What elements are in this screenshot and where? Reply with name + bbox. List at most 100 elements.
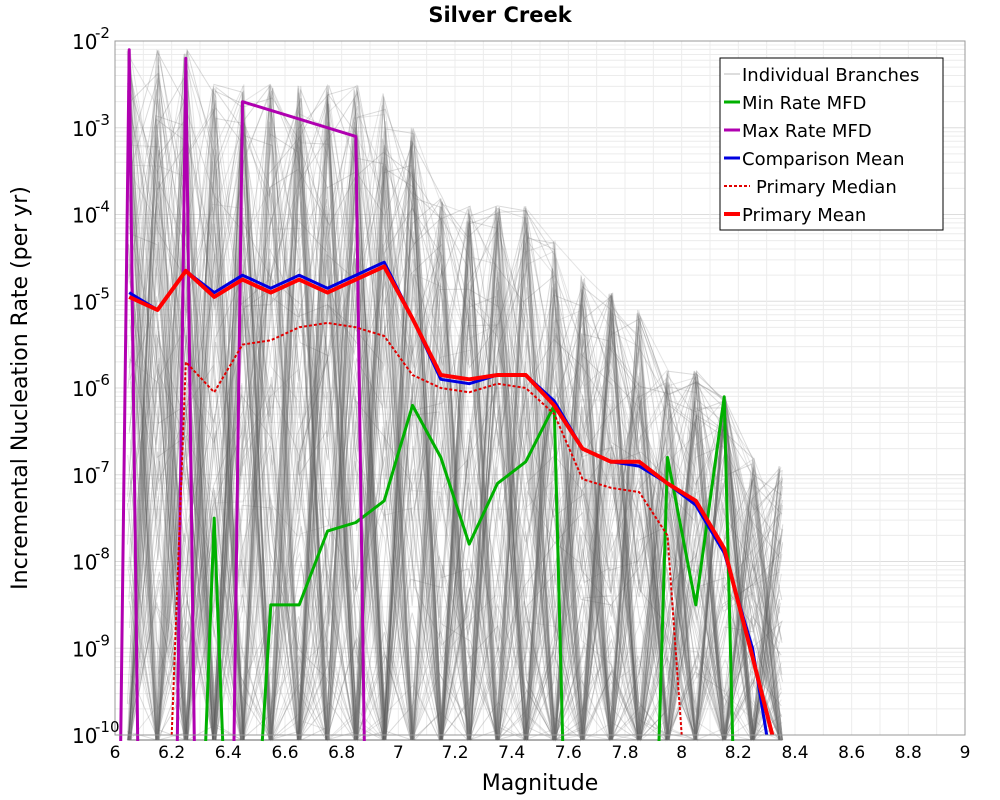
branch-line	[129, 72, 783, 741]
branch-line	[127, 117, 783, 741]
legend-entry: Max Rate MFD	[724, 121, 872, 142]
y-tick-exponent: -3	[95, 111, 110, 129]
branch-line	[129, 142, 780, 741]
legend-label: Max Rate MFD	[742, 121, 872, 142]
branch-line	[127, 62, 781, 741]
branch-line	[128, 105, 781, 742]
branch-line	[128, 156, 781, 742]
branch-line	[128, 249, 780, 741]
branch-line	[128, 101, 780, 741]
branch-line	[126, 105, 782, 742]
branch-line	[128, 53, 781, 741]
y-tick-base: 10	[72, 30, 97, 54]
branch-line	[127, 131, 783, 741]
y-tick-exponent: -5	[95, 284, 110, 302]
x-tick-label: 7.2	[441, 743, 468, 763]
y-tick-base: 10	[72, 724, 97, 748]
branch-line	[129, 133, 782, 742]
branch-line	[130, 99, 783, 742]
y-tick-base: 10	[72, 117, 97, 141]
branch-line	[128, 107, 782, 741]
branch-line	[130, 110, 783, 741]
branch-line	[129, 85, 780, 741]
branch-line	[130, 101, 784, 742]
x-tick-label: 6.8	[328, 743, 355, 763]
branch-line	[126, 83, 784, 741]
y-tick-base: 10	[72, 204, 97, 228]
branch-line	[129, 264, 782, 741]
branch-line	[128, 149, 782, 741]
branch-line	[130, 157, 782, 741]
branch-line	[129, 110, 780, 741]
branch-line	[127, 120, 783, 741]
branch-line	[128, 85, 781, 741]
legend-label: Primary Median	[756, 177, 897, 198]
series-primary-mean	[128, 264, 775, 736]
branch-line	[129, 88, 783, 741]
x-tick-label: 6	[110, 743, 121, 763]
legend-entry: Individual Branches	[724, 65, 919, 86]
branch-line	[128, 144, 780, 741]
y-tick-base: 10	[72, 464, 97, 488]
x-tick-label: 8.6	[838, 743, 865, 763]
x-tick-label: 8.2	[725, 743, 752, 763]
branch-line	[128, 89, 782, 742]
x-tick-label: 7	[393, 743, 404, 763]
y-tick-label: 10-5	[72, 284, 110, 314]
branch-line	[129, 94, 783, 741]
branch-line	[128, 51, 784, 741]
branch-line	[128, 105, 782, 741]
y-tick-base: 10	[72, 377, 97, 401]
y-tick-exponent: -7	[95, 458, 110, 476]
branch-line	[130, 202, 780, 741]
branch-line	[130, 91, 783, 742]
branch-line	[127, 112, 780, 741]
branch-line	[130, 80, 783, 741]
branch-line	[129, 67, 780, 742]
branch-line	[127, 85, 783, 741]
x-tick-label: 8.8	[895, 743, 922, 763]
branch-line	[129, 94, 784, 741]
branch-line	[127, 49, 780, 742]
series-primary-median	[170, 321, 683, 736]
branch-line	[128, 56, 783, 741]
branch-line	[129, 98, 782, 741]
branch-line	[129, 88, 783, 741]
x-axis-ticks: 6 6.2 6.4 6.6 6.8 7 7.2 7.4 7.6 7.8 8 8.2 8.4 8.6 8.8 9	[110, 743, 971, 763]
y-tick-exponent: -4	[95, 198, 110, 216]
branch-line	[130, 240, 781, 741]
branch-line	[128, 102, 781, 741]
branch-line	[130, 134, 779, 741]
legend-entry: Primary Mean	[724, 205, 866, 226]
y-tick-label: 10-7	[72, 458, 110, 488]
branch-line	[127, 115, 783, 741]
branch-line	[129, 49, 782, 741]
branch-line	[127, 86, 780, 741]
y-tick-exponent: -8	[95, 545, 110, 563]
branch-line	[127, 95, 780, 741]
y-tick-label: 10-3	[72, 111, 110, 141]
branch-line	[128, 52, 780, 741]
branch-line	[129, 57, 782, 741]
branch-line	[129, 98, 782, 741]
x-tick-label: 7.8	[611, 743, 638, 763]
branch-line	[127, 150, 780, 742]
branch-line	[127, 48, 781, 742]
x-tick-label: 7.6	[555, 743, 582, 763]
legend-box	[719, 57, 944, 231]
branch-line	[130, 91, 780, 741]
legend-label: Primary Mean	[742, 205, 866, 226]
x-tick-label: 9	[960, 743, 971, 763]
y-tick-exponent: -9	[95, 631, 110, 649]
branch-line	[127, 88, 782, 741]
branch-line	[128, 50, 783, 741]
branch-line	[129, 121, 782, 741]
x-tick-label: 6.4	[215, 743, 242, 763]
series-lines	[119, 48, 775, 742]
plot-frame	[114, 40, 966, 736]
y-tick-base: 10	[72, 551, 97, 575]
branch-line	[128, 124, 782, 741]
branch-line	[128, 112, 782, 741]
branch-line	[129, 208, 782, 741]
